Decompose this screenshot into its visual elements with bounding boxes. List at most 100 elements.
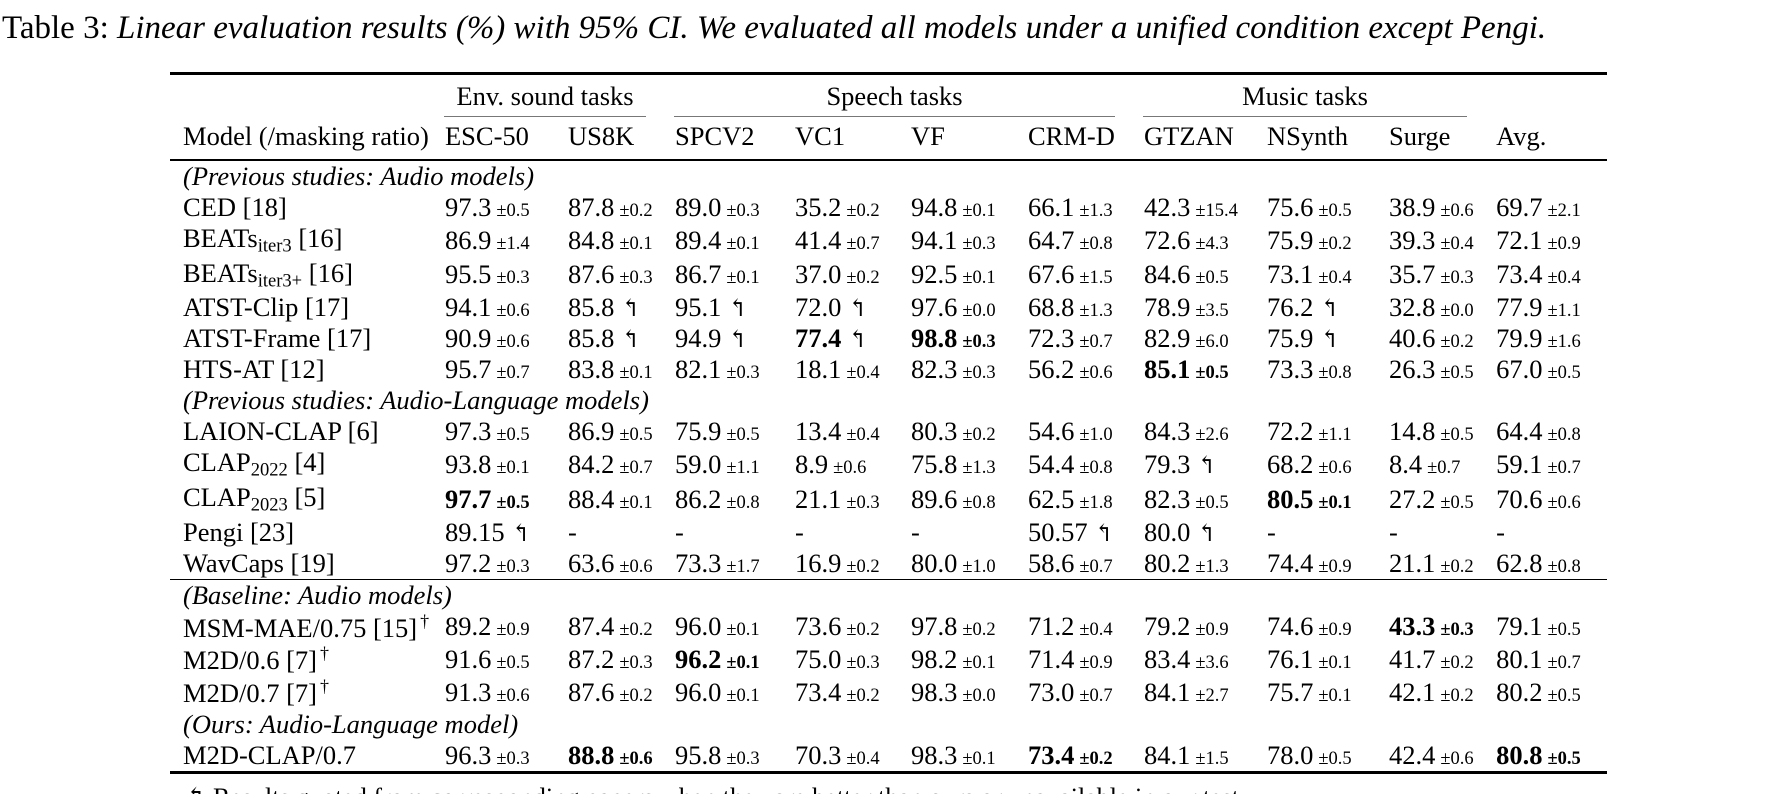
- value: 42.3: [1144, 192, 1191, 222]
- value-cell: 75.8 ±1.3: [906, 447, 1023, 482]
- value: 39.3: [1389, 224, 1436, 255]
- value: 67.6: [1028, 259, 1075, 290]
- value-cell: 94.1 ±0.3: [906, 223, 1023, 258]
- ci-value: ±0.1: [1318, 653, 1352, 674]
- table-row: ATST-Frame [17] 90.9 ±0.6 85.8 ↰ 94.9 ↰ 77.4 ↰ 98…: [170, 323, 1607, 354]
- quoted-result-icon: ↰: [620, 327, 641, 354]
- value: -: [795, 516, 804, 547]
- ci-value: ±0.1: [1318, 686, 1352, 707]
- value: 80.5: [1267, 483, 1314, 514]
- ci-value: ±0.2: [846, 686, 880, 707]
- value: 71.2: [1028, 611, 1075, 642]
- ci-value: ±0.5: [1440, 492, 1474, 513]
- model-name: ATST-Clip [17]: [183, 292, 350, 323]
- value-cell: 70.6 ±0.6: [1491, 482, 1607, 517]
- value: 73.6: [795, 611, 842, 642]
- value-cell: 64.4 ±0.8: [1491, 416, 1607, 447]
- ci-value: ±0.6: [496, 686, 530, 707]
- value-cell: 82.9 ±6.0: [1139, 323, 1262, 354]
- model-name: Pengi [23]: [183, 516, 295, 547]
- value: 98.8: [911, 323, 958, 354]
- value: 21.1: [795, 483, 842, 514]
- ci-value: ±1.8: [1079, 492, 1113, 513]
- value-cell: 13.4 ±0.4: [790, 416, 906, 447]
- ci-value: ±0.5: [1547, 686, 1581, 707]
- table-row: M2D/0.7 [7] † 91.3 ±0.6 87.6 ±0.2 96.0 ±0.1 73.4…: [170, 676, 1607, 709]
- ci-value: ±0.1: [962, 201, 996, 221]
- value-cell: 84.1 ±2.7: [1139, 676, 1262, 709]
- table-row: WavCaps [19] 97.2 ±0.3 63.6 ±0.6 73.3 ±1.7 16.9…: [170, 548, 1607, 580]
- ci-value: ±1.1: [1318, 425, 1352, 446]
- value: 96.3: [445, 740, 492, 771]
- value-cell: 70.3 ±0.4: [790, 740, 906, 775]
- value-cell: 89.6 ±0.8: [906, 482, 1023, 517]
- quoted-result-icon: ↰: [1319, 327, 1340, 354]
- value: 75.6: [1267, 192, 1314, 222]
- value: 74.6: [1267, 611, 1314, 642]
- value: 41.4: [795, 224, 842, 255]
- column-header: US8K: [563, 117, 670, 161]
- column-group-row: Env. sound tasks Speech tasks Music tasks: [170, 72, 1608, 117]
- ci-value: ±0.2: [1079, 749, 1113, 770]
- value-cell: 73.4 ±0.2: [790, 676, 906, 709]
- value: 18.1: [795, 354, 842, 385]
- value-cell: 80.2 ±1.3: [1139, 548, 1262, 580]
- ci-value: ±0.3: [1440, 268, 1474, 289]
- value-cell: 97.2 ±0.3: [440, 548, 563, 580]
- ci-value: ±0.1: [962, 749, 996, 770]
- value-cell: 80.2 ±0.5: [1491, 676, 1607, 709]
- value-cell: 72.0 ↰: [790, 292, 906, 323]
- column-group-label: Speech tasks: [674, 75, 1116, 117]
- value-cell: 78.0 ±0.5: [1262, 740, 1385, 775]
- value-cell: 96.0 ±0.1: [670, 611, 790, 644]
- value: 85.8: [568, 292, 615, 323]
- ci-value: ±0.4: [846, 425, 880, 446]
- column-group-label: [1495, 91, 1583, 101]
- value-cell: 84.3 ±2.6: [1139, 416, 1262, 447]
- value: 41.7: [1389, 644, 1436, 675]
- value-cell: 95.8 ±0.3: [670, 740, 790, 775]
- value: 35.2: [795, 192, 842, 222]
- column-group-header: [170, 72, 440, 117]
- ci-value: ±4.3: [1195, 233, 1229, 254]
- value-cell: 42.4 ±0.6: [1384, 740, 1492, 775]
- ci-value: ±0.9: [1079, 653, 1113, 674]
- value-cell: 91.3 ±0.6: [440, 676, 563, 709]
- value: 89.4: [675, 224, 722, 255]
- value-cell: 18.1 ±0.4: [790, 354, 906, 385]
- ci-value: ±2.7: [1195, 686, 1229, 707]
- value: 21.1: [1389, 547, 1436, 578]
- ci-value: ±1.5: [1195, 749, 1229, 770]
- ci-value: ±0.7: [1079, 332, 1113, 353]
- ci-value: ±6.0: [1195, 332, 1229, 353]
- value: 84.3: [1144, 416, 1191, 447]
- value: 82.9: [1144, 323, 1191, 354]
- quoted-result-icon: ↰: [727, 296, 748, 323]
- value-cell: 59.1 ±0.7: [1491, 447, 1607, 482]
- ci-value: ±0.9: [1195, 620, 1229, 641]
- ci-value: ±0.7: [1079, 686, 1113, 707]
- value-cell: 66.1 ±1.3: [1023, 192, 1139, 223]
- value-cell: 98.3 ±0.1: [906, 740, 1023, 775]
- ci-value: ±0.2: [846, 556, 880, 577]
- value-cell: 75.6 ±0.5: [1262, 192, 1384, 223]
- value-cell: 79.1 ±0.5: [1491, 611, 1607, 644]
- section-header-row: (Previous studies: Audio-Language models…: [170, 385, 1607, 416]
- value: 73.3: [675, 547, 722, 578]
- value: 69.7: [1496, 192, 1543, 222]
- value-cell: 75.9 ±0.2: [1262, 223, 1384, 258]
- value-cell: 73.1 ±0.4: [1262, 258, 1384, 293]
- value-cell: 54.4 ±0.8: [1023, 447, 1139, 482]
- value-cell: 86.9 ±0.5: [563, 416, 670, 447]
- value: 86.7: [675, 259, 722, 290]
- ci-value: ±0.5: [496, 425, 530, 446]
- value-cell: 87.4 ±0.2: [563, 611, 670, 644]
- ci-value: ±0.3: [726, 749, 760, 770]
- value-cell: 80.8 ±0.5: [1491, 740, 1608, 775]
- value: 32.8: [1389, 292, 1436, 323]
- value-cell: 50.57 ↰: [1023, 517, 1139, 548]
- value: 72.1: [1496, 224, 1543, 255]
- ci-value: ±1.3: [1079, 301, 1113, 322]
- table-row: CLAP2022 [4] 93.8 ±0.1 84.2 ±0.7 59.0 ±1.1 8.9 ±…: [170, 447, 1607, 482]
- model-name: MSM-MAE/0.75 [15]: [183, 612, 418, 643]
